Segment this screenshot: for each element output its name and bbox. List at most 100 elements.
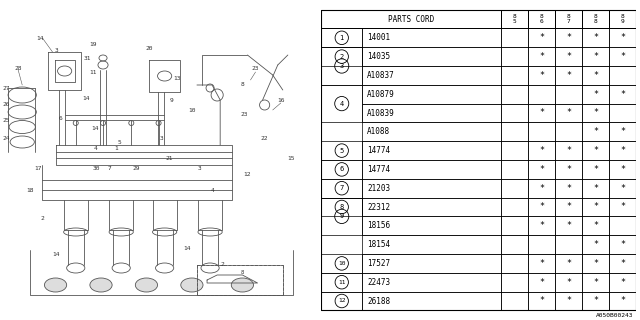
Text: *: * xyxy=(566,203,571,212)
Text: 3: 3 xyxy=(340,63,344,69)
Text: A10879: A10879 xyxy=(367,90,395,99)
Bar xyxy=(555,123,582,141)
Text: *: * xyxy=(593,165,598,174)
Bar xyxy=(362,28,500,47)
Text: 6: 6 xyxy=(340,166,344,172)
Text: *: * xyxy=(566,71,571,80)
Bar xyxy=(500,104,528,123)
Bar xyxy=(362,216,500,235)
Bar xyxy=(609,292,636,310)
Bar xyxy=(500,47,528,66)
Bar xyxy=(555,47,582,66)
Text: *: * xyxy=(566,146,571,155)
Bar xyxy=(555,254,582,273)
Text: 11: 11 xyxy=(89,69,97,75)
Text: *: * xyxy=(539,297,544,306)
Bar xyxy=(582,179,609,197)
Text: 21: 21 xyxy=(166,156,173,161)
Bar xyxy=(582,28,609,47)
Bar xyxy=(321,160,362,179)
Bar xyxy=(609,28,636,47)
Bar xyxy=(362,179,500,197)
Bar xyxy=(528,141,555,160)
Text: A10837: A10837 xyxy=(367,71,395,80)
Bar xyxy=(555,66,582,85)
Text: 11: 11 xyxy=(338,280,346,285)
Text: *: * xyxy=(566,297,571,306)
Bar xyxy=(555,292,582,310)
Bar xyxy=(582,216,609,235)
Text: *: * xyxy=(593,221,598,230)
Bar xyxy=(500,273,528,292)
Ellipse shape xyxy=(135,278,157,292)
Text: A1088: A1088 xyxy=(367,127,390,136)
Text: 9: 9 xyxy=(340,213,344,220)
Bar xyxy=(500,292,528,310)
Bar xyxy=(609,66,636,85)
Text: *: * xyxy=(620,127,625,136)
Text: 4: 4 xyxy=(340,100,344,107)
Text: *: * xyxy=(566,108,571,117)
Bar xyxy=(528,66,555,85)
Text: *: * xyxy=(539,146,544,155)
Text: *: * xyxy=(566,184,571,193)
Text: 22: 22 xyxy=(261,135,268,140)
Bar xyxy=(582,254,609,273)
Bar xyxy=(528,28,555,47)
Bar xyxy=(609,216,636,235)
Ellipse shape xyxy=(44,278,67,292)
Text: 7: 7 xyxy=(108,165,111,171)
Text: 4: 4 xyxy=(210,188,214,193)
Text: PARTS CORD: PARTS CORD xyxy=(388,14,434,23)
Bar xyxy=(500,160,528,179)
Bar xyxy=(555,104,582,123)
Bar xyxy=(321,141,362,160)
Text: *: * xyxy=(539,71,544,80)
Bar xyxy=(528,179,555,197)
Bar xyxy=(582,235,609,254)
Bar xyxy=(321,85,362,123)
Text: *: * xyxy=(593,146,598,155)
Bar xyxy=(609,104,636,123)
Bar xyxy=(582,66,609,85)
Bar xyxy=(582,160,609,179)
Bar xyxy=(555,179,582,197)
Text: *: * xyxy=(566,221,571,230)
Text: *: * xyxy=(620,146,625,155)
Bar xyxy=(528,235,555,254)
Text: 17527: 17527 xyxy=(367,259,390,268)
Text: 8: 8 xyxy=(241,83,244,87)
Bar xyxy=(500,141,528,160)
Bar xyxy=(321,273,362,292)
Text: A050B00243: A050B00243 xyxy=(595,313,633,318)
Text: 14001: 14001 xyxy=(367,33,390,42)
Bar xyxy=(321,47,362,66)
Bar xyxy=(362,141,500,160)
Bar xyxy=(555,235,582,254)
Bar xyxy=(582,85,609,104)
Bar xyxy=(582,47,609,66)
Text: 8
6: 8 6 xyxy=(540,14,543,24)
Text: 3: 3 xyxy=(160,135,163,140)
Text: 18: 18 xyxy=(26,188,34,193)
Bar xyxy=(609,179,636,197)
Bar xyxy=(609,235,636,254)
Bar xyxy=(609,123,636,141)
Bar xyxy=(528,123,555,141)
Text: *: * xyxy=(539,52,544,61)
Bar xyxy=(555,198,582,216)
Text: 2: 2 xyxy=(340,53,344,60)
Text: *: * xyxy=(593,71,598,80)
Text: 1: 1 xyxy=(340,35,344,41)
Bar xyxy=(582,10,609,28)
Text: *: * xyxy=(539,165,544,174)
Bar xyxy=(555,141,582,160)
Text: *: * xyxy=(539,108,544,117)
Text: 26188: 26188 xyxy=(367,297,390,306)
Text: 14: 14 xyxy=(91,125,99,131)
Text: 8
9: 8 9 xyxy=(621,14,625,24)
Bar xyxy=(609,85,636,104)
Text: 27: 27 xyxy=(3,85,10,91)
Bar xyxy=(500,123,528,141)
Bar xyxy=(500,66,528,85)
